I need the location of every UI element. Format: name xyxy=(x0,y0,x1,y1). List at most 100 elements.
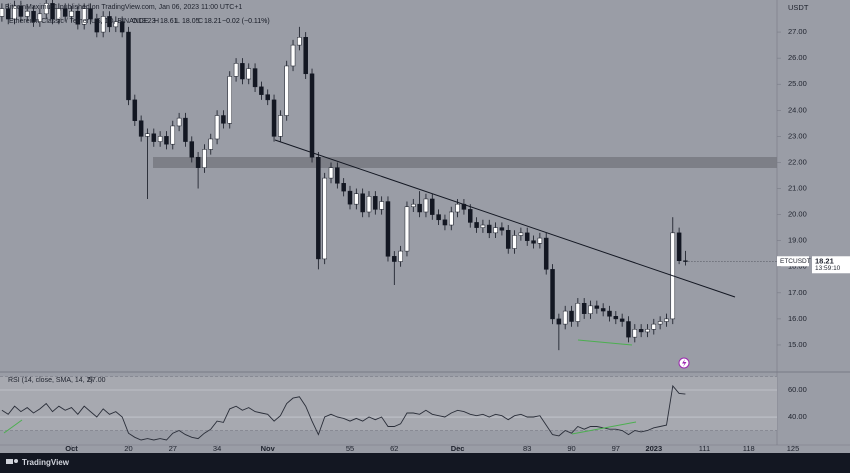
divergence-line xyxy=(577,339,633,346)
candle-body xyxy=(271,99,277,137)
rsi-tick-label: 60.00 xyxy=(788,385,807,394)
candle-body xyxy=(486,224,492,234)
candle-body xyxy=(651,323,657,330)
candle-body xyxy=(607,310,612,317)
candle-body xyxy=(423,198,429,213)
event-icon-bolt xyxy=(682,359,687,367)
candle-body xyxy=(43,3,49,15)
candle-body xyxy=(531,240,536,244)
candle-body xyxy=(233,63,239,77)
candle-body xyxy=(455,203,460,213)
x-tick-label: 111 xyxy=(699,444,710,453)
candle-body xyxy=(100,16,106,33)
candle-body xyxy=(581,302,587,314)
candle-body xyxy=(316,156,321,260)
candle-body xyxy=(24,10,30,17)
candle-body xyxy=(499,227,505,231)
brand: TradingView xyxy=(22,458,70,467)
candle-body xyxy=(600,308,606,312)
candle-body xyxy=(309,73,315,158)
candle-body xyxy=(119,21,125,33)
candle-body xyxy=(638,329,644,333)
candle-body xyxy=(94,18,100,33)
candle-body xyxy=(278,115,283,137)
ohlc-letter: L xyxy=(176,18,180,25)
x-tick-label: 20 xyxy=(124,444,132,453)
candle-body xyxy=(221,115,226,124)
y-tick-label: 15.00 xyxy=(788,340,807,349)
change: −0.02 (−0.11%) xyxy=(222,18,270,25)
candle-body xyxy=(550,269,555,320)
x-tick-label: 97 xyxy=(612,444,620,453)
candle-body xyxy=(613,316,619,320)
candle-body xyxy=(493,227,498,234)
y-tick-label: 22.00 xyxy=(788,157,807,166)
candle-body xyxy=(341,183,346,192)
candle-body xyxy=(138,120,144,137)
candle-body xyxy=(252,68,258,88)
candle-body xyxy=(347,190,353,205)
candle-body xyxy=(5,8,11,20)
candle-body xyxy=(335,167,340,184)
rsi-divergence-line xyxy=(571,421,637,435)
candle-body xyxy=(417,203,422,213)
candle-body xyxy=(512,235,517,249)
ohlc: O 18.23H 18.61L 18.05C 18.21 xyxy=(132,18,222,25)
candle-body xyxy=(69,10,74,17)
candle-body xyxy=(449,211,454,226)
x-tick-label: 34 xyxy=(213,444,221,453)
candle-body xyxy=(632,329,638,338)
candle-body xyxy=(468,209,473,223)
symbol-tag xyxy=(777,256,809,267)
rsi-divergence-line xyxy=(3,419,23,434)
candle-body xyxy=(240,63,245,80)
x-tick-label: Dec xyxy=(451,444,465,453)
x-tick-label: 83 xyxy=(523,444,531,453)
candle-body xyxy=(556,318,562,325)
candle-body xyxy=(505,229,511,249)
rsi-band xyxy=(0,376,777,431)
candle-body xyxy=(208,138,214,150)
y-tick-label: 19.00 xyxy=(788,236,807,245)
y-tick-label: 26.00 xyxy=(788,53,807,62)
x-tick-label: 90 xyxy=(567,444,575,453)
candle-body xyxy=(75,10,81,25)
trend-line xyxy=(274,139,736,298)
price-tag xyxy=(812,256,850,274)
candle-body xyxy=(404,206,410,252)
candle-body xyxy=(145,133,150,137)
rsi-tick-label: 40.00 xyxy=(788,412,807,421)
x-tick-label: 27 xyxy=(169,444,177,453)
candle-body xyxy=(246,68,251,80)
candle-body xyxy=(594,305,600,309)
ohlc-letter: H xyxy=(154,18,159,25)
candle-body xyxy=(373,196,378,210)
candle-body xyxy=(259,86,264,95)
y-tick-label: 25.00 xyxy=(788,79,807,88)
ohlc-value: 18.21 xyxy=(204,18,222,25)
candle-body xyxy=(398,250,403,262)
candle-body xyxy=(480,224,486,228)
candle-body xyxy=(214,115,220,140)
candle-body xyxy=(31,10,36,22)
x-tick-label: Oct xyxy=(65,444,78,453)
candle-body xyxy=(657,321,663,325)
candle-body xyxy=(12,5,17,20)
price-tag-value: 18.21 xyxy=(815,256,834,265)
candle-body xyxy=(575,302,581,322)
candle-body xyxy=(126,31,131,101)
y-tick-label: 21.00 xyxy=(788,184,807,193)
candle-body xyxy=(322,177,327,260)
x-tick-label: 55 xyxy=(346,444,354,453)
candle-body xyxy=(645,329,650,333)
price-tag-countdown: 13:59:10 xyxy=(815,265,841,272)
candle-body xyxy=(676,232,682,261)
candle-body xyxy=(379,201,384,210)
candle-body xyxy=(88,8,93,20)
y-tick-label: 27.00 xyxy=(788,27,807,36)
candle-body xyxy=(202,149,207,168)
candle-body xyxy=(626,321,631,338)
candle-body xyxy=(366,196,372,213)
